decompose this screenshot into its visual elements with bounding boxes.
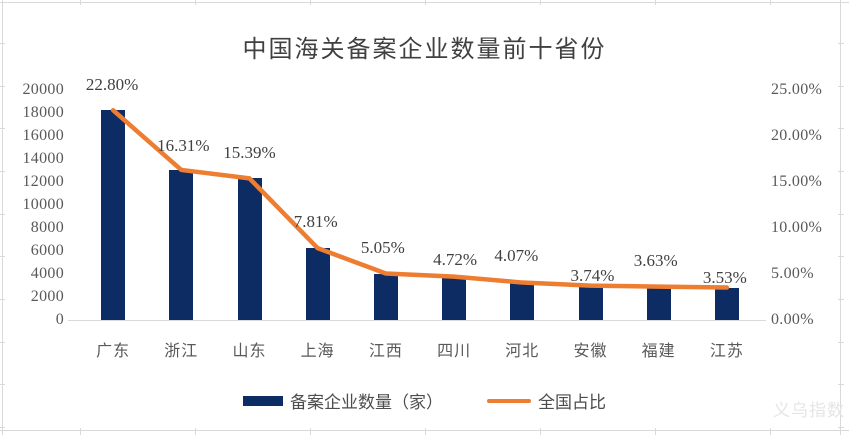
sheet-col-tick-bottom-3 [310, 428, 311, 435]
y-left-tick-7: 8000 [30, 219, 64, 236]
x-label-9: 福建 [641, 343, 676, 360]
y-left-tick-1: 20000 [22, 81, 64, 98]
x-label-2: 浙江 [164, 343, 199, 360]
x-label-6: 四川 [437, 343, 472, 360]
y-right-tick-5: 5.00% [771, 265, 814, 282]
bar-1 [101, 110, 126, 320]
y-left-tick-9: 4000 [30, 265, 64, 282]
sheet-col-tick-top-3 [310, 0, 311, 5]
x-axis-line [68, 320, 766, 321]
sheet-row-tick-left-7 [0, 299, 5, 300]
x-label-4: 上海 [300, 343, 335, 360]
sheet-col-tick-bottom-4 [425, 428, 426, 435]
bar-4 [305, 248, 330, 320]
data-label-8: 3.74% [570, 266, 615, 285]
bar-6 [442, 276, 467, 320]
x-label-8: 安徽 [573, 343, 608, 360]
x-label-7: 河北 [505, 343, 540, 360]
sheet-row-tick-right-3 [838, 128, 844, 130]
sheet-row-tick-right-1 [838, 43, 844, 44]
sheet-row-tick-left-2 [0, 85, 5, 87]
y-left-tick-3: 16000 [22, 127, 64, 144]
data-label-1: 22.80% [85, 75, 139, 94]
sheet-row-tick-left-4 [0, 171, 5, 172]
legend-item-line: 全国占比 [487, 388, 606, 413]
bar-2 [169, 169, 194, 320]
sheet-col-tick-top-1 [80, 0, 81, 5]
legend-line-label: 全国占比 [538, 393, 606, 412]
data-label-7: 4.07% [494, 246, 539, 265]
sheet-line-top [0, 2, 849, 3]
bar-7 [510, 282, 535, 320]
chart-title: 中国海关备案企业数量前十省份 [242, 36, 607, 63]
y-left-tick-11: 0 [55, 311, 64, 328]
sheet-col-tick-top-4 [425, 0, 426, 5]
sheet-col-tick-bottom-7 [770, 428, 771, 435]
legend-bar-swatch-icon [243, 395, 283, 406]
data-label-4: 7.81% [293, 212, 338, 231]
sheet-row-tick-left-10 [0, 427, 5, 428]
sheet-row-tick-right-5 [838, 213, 844, 215]
data-label-3: 15.39% [223, 143, 276, 162]
sheet-col-tick-bottom-5 [540, 428, 541, 435]
x-label-3: 山东 [232, 343, 267, 360]
bar-3 [237, 178, 262, 320]
y-right-tick-2: 20.00% [771, 127, 823, 144]
legend-line-swatch-icon [487, 398, 531, 403]
sheet-col-tick-top-7 [770, 0, 771, 5]
x-label-10: 江苏 [709, 343, 744, 360]
sheet-col-tick-bottom-2 [195, 428, 196, 435]
sheet-row-tick-left-9 [0, 384, 5, 386]
legend-bar-label: 备案企业数量（家） [290, 393, 443, 412]
sheet-row-tick-right-10 [838, 427, 844, 428]
sheet-row-tick-left-6 [0, 256, 5, 258]
sheet-line-right [840, 0, 841, 435]
legend: 备案企业数量（家） 全国占比 [0, 388, 849, 413]
sheet-row-tick-right-7 [838, 299, 844, 300]
sheet-line-left [2, 0, 3, 435]
x-label-1: 广东 [96, 343, 131, 360]
data-label-6: 4.72% [433, 250, 478, 269]
sheet-line-bottom [0, 430, 849, 431]
sheet-col-tick-top-5 [540, 0, 541, 5]
y-left-tick-6: 10000 [22, 196, 64, 213]
y-left-tick-5: 12000 [22, 173, 64, 190]
data-label-9: 3.63% [633, 251, 678, 270]
y-left-tick-4: 14000 [22, 150, 64, 167]
bar-5 [373, 273, 398, 320]
y-right-tick-3: 15.00% [771, 173, 823, 190]
y-left-tick-8: 6000 [30, 242, 64, 259]
sheet-row-tick-left-3 [0, 128, 5, 130]
data-label-10: 3.53% [702, 268, 747, 287]
data-label-2: 16.31% [157, 136, 210, 155]
sheet-col-tick-bottom-6 [655, 428, 656, 435]
sheet-row-tick-right-9 [838, 384, 844, 386]
sheet-col-tick-top-2 [195, 0, 196, 5]
y-right-tick-4: 10.00% [771, 219, 823, 236]
x-label-5: 江西 [368, 343, 403, 360]
bar-10 [714, 287, 739, 320]
sheet-col-tick-top-6 [655, 0, 656, 5]
bar-9 [646, 286, 671, 320]
legend-item-bars: 备案企业数量（家） [243, 388, 443, 413]
y-right-tick-1: 25.00% [771, 81, 823, 98]
sheet-row-tick-left-5 [0, 213, 5, 215]
sheet-row-tick-right-4 [838, 171, 844, 172]
watermark: 义乌指数 [773, 401, 845, 420]
sheet-row-tick-left-1 [0, 43, 5, 44]
sheet-col-tick-bottom-1 [80, 428, 81, 435]
data-label-5: 5.05% [360, 238, 405, 257]
sheet-row-tick-right-8 [838, 341, 844, 343]
y-left-tick-2: 18000 [22, 104, 64, 121]
bar-8 [578, 285, 603, 320]
sheet-row-tick-left-8 [0, 341, 5, 343]
sheet-row-tick-right-6 [838, 256, 844, 258]
sheet-row-tick-right-2 [838, 85, 844, 87]
y-left-tick-10: 2000 [30, 288, 64, 305]
y-right-tick-6: 0.00% [771, 311, 814, 328]
